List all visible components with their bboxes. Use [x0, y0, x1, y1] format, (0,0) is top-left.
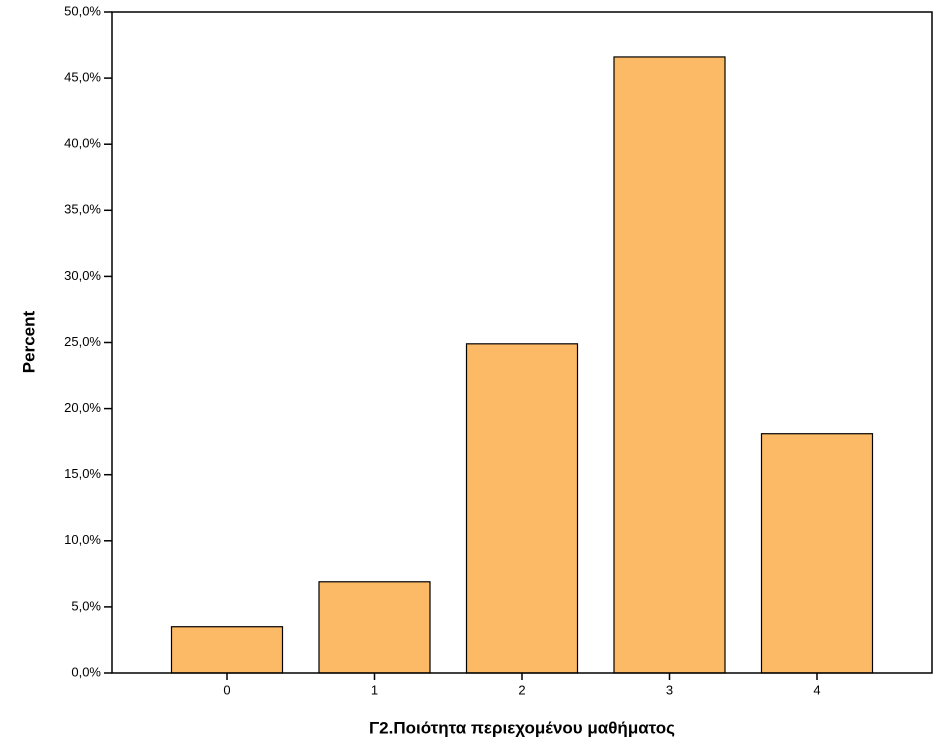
x-tick-label: 2: [518, 682, 525, 697]
bar: [613, 56, 726, 674]
x-tick-label: 0: [223, 682, 230, 697]
y-tick-label: 10,0%: [64, 532, 101, 547]
y-tick-label: 30,0%: [64, 268, 101, 283]
y-tick-label: 45,0%: [64, 70, 101, 85]
x-tick-label: 1: [371, 682, 378, 697]
y-tick-label: 25,0%: [64, 334, 101, 349]
y-tick-label: 15,0%: [64, 466, 101, 481]
y-tick-label: 40,0%: [64, 136, 101, 151]
x-tick-label: 3: [666, 682, 673, 697]
bar: [318, 581, 431, 674]
y-tick-label: 0,0%: [71, 664, 101, 679]
bar: [760, 433, 874, 674]
y-tick-label: 20,0%: [64, 400, 101, 415]
bar: [170, 626, 284, 674]
plot-frame: [111, 11, 933, 674]
x-axis-title: Γ2.Ποιότητα περιεχομένου μαθήματος: [369, 718, 675, 737]
y-tick-label: 5,0%: [71, 598, 101, 613]
x-tick-label: 4: [813, 682, 820, 697]
y-tick-label: 50,0%: [64, 3, 101, 18]
bar: [465, 343, 579, 674]
y-axis-title: Percent: [19, 310, 38, 373]
y-tick-label: 35,0%: [64, 202, 101, 217]
